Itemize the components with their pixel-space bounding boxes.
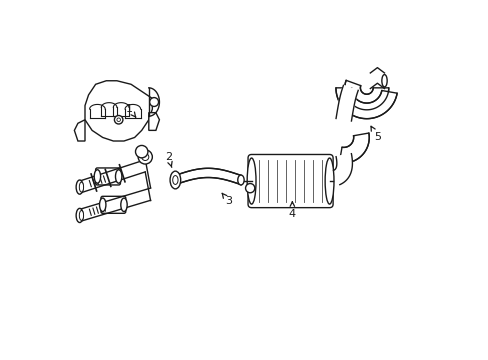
Text: 1: 1 <box>125 104 136 117</box>
Circle shape <box>245 184 254 193</box>
Ellipse shape <box>325 158 333 204</box>
Text: 2: 2 <box>164 152 172 167</box>
Polygon shape <box>335 88 396 119</box>
PathPatch shape <box>85 81 152 141</box>
Ellipse shape <box>149 98 158 107</box>
FancyBboxPatch shape <box>96 168 120 185</box>
Polygon shape <box>362 73 391 83</box>
Ellipse shape <box>237 175 244 185</box>
Ellipse shape <box>79 182 83 192</box>
Ellipse shape <box>381 75 386 87</box>
Polygon shape <box>74 120 85 141</box>
Polygon shape <box>339 133 368 163</box>
Circle shape <box>114 116 122 124</box>
Ellipse shape <box>246 158 256 204</box>
Text: 5: 5 <box>370 126 380 143</box>
FancyBboxPatch shape <box>247 154 332 208</box>
Text: 3: 3 <box>222 193 232 206</box>
Ellipse shape <box>79 211 83 220</box>
Polygon shape <box>335 85 358 121</box>
Ellipse shape <box>76 208 83 222</box>
Polygon shape <box>344 80 388 110</box>
Text: 4: 4 <box>288 202 295 219</box>
Ellipse shape <box>135 145 147 158</box>
Circle shape <box>117 118 120 122</box>
Ellipse shape <box>138 150 152 164</box>
Ellipse shape <box>172 176 178 184</box>
Ellipse shape <box>142 153 148 161</box>
Ellipse shape <box>121 198 127 212</box>
Ellipse shape <box>94 170 101 183</box>
Polygon shape <box>148 113 159 130</box>
Ellipse shape <box>76 180 83 194</box>
Ellipse shape <box>100 198 106 212</box>
Polygon shape <box>333 154 352 185</box>
Ellipse shape <box>170 171 181 189</box>
Ellipse shape <box>115 170 122 183</box>
FancyBboxPatch shape <box>101 196 125 213</box>
